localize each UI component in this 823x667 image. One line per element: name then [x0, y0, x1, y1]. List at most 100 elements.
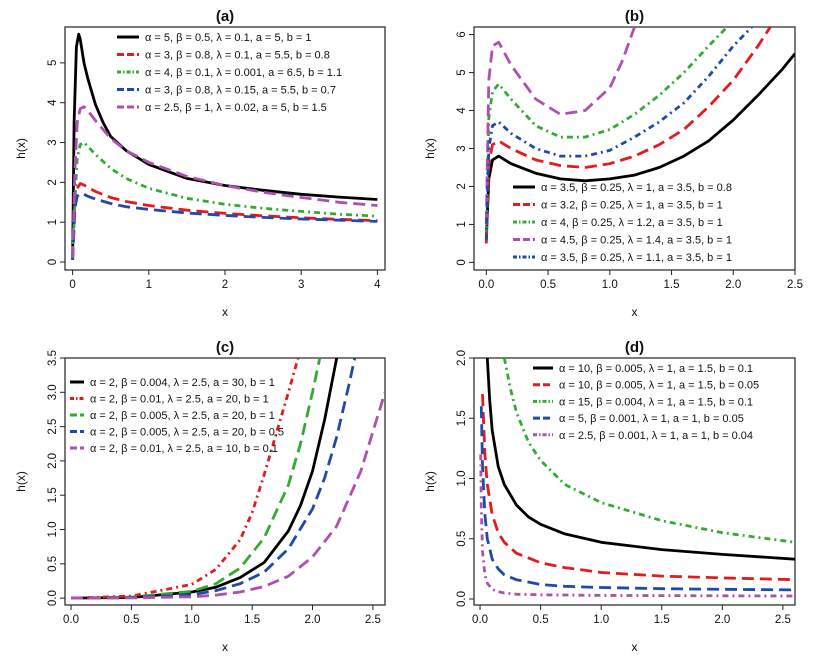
- panel-c: (c) 0.0 0.5 1.0 1.5 2.0 2.5 0.0 0.5 1.0 1.5 2.0 2.5 3…: [14, 339, 386, 654]
- y-tick-label: 0.0: [456, 591, 468, 607]
- panel-b: (b) 0.0 0.5 1.0 1.5 2.0 2.5 0 1 2 3 4 5 6 x h(x) α = 3.5…: [423, 8, 803, 319]
- series-line-4: [479, 406, 795, 592]
- legend-label: α = 2, β = 0.005, λ = 2.5, a = 20, b = 1: [90, 410, 275, 422]
- y-tick-label: 2: [47, 179, 59, 185]
- series-line-3: [70, 358, 322, 600]
- series-line-5: [70, 391, 385, 600]
- legend-label: α = 3.5, β = 0.25, λ = 1, a = 3.5, b = 0…: [541, 182, 732, 194]
- panel-d: (d) 0.0 0.5 1.0 1.5 2.0 2.5 0.0 0.5 1.0 1.5 2.0 x h(x…: [423, 339, 796, 654]
- series-line-1: [485, 358, 795, 561]
- y-tick-label: 1: [456, 221, 468, 227]
- x-tick-label: 1.0: [184, 614, 200, 626]
- legend-label: α = 5, β = 0.5, λ = 0.1, a = 5, b = 1: [145, 32, 312, 44]
- y-tick-label: 3: [47, 139, 59, 145]
- y-tick-label: 0.5: [47, 556, 59, 572]
- series-group: [479, 358, 795, 598]
- x-tick-label: 0.0: [478, 279, 494, 291]
- panel-a: (a) 0 1 2 3 4 0 1 2 3 4 5 x h(x) α = 5, β = 0.5, λ = 0…: [14, 8, 386, 319]
- y-tick-label: 1.5: [47, 487, 59, 503]
- legend-label: α = 10, β = 0.005, λ = 1, a = 1.5, b = 0…: [559, 380, 759, 392]
- legend-label: α = 4, β = 0.1, λ = 0.001, a = 6.5, b = …: [145, 67, 342, 79]
- y-tick-label: 1.0: [456, 470, 468, 486]
- y-tick-label: 5: [456, 69, 468, 75]
- x-tick-label: 3: [298, 279, 304, 291]
- series-group: [70, 358, 385, 600]
- y-tick-label: 3.0: [47, 384, 59, 400]
- series-line-4: [70, 358, 357, 600]
- legend-label: α = 5, β = 0.001, λ = 1, a = 1, b = 0.05: [559, 413, 744, 425]
- y-axis-label: h(x): [14, 471, 28, 492]
- x-axis-label: x: [222, 305, 228, 319]
- y-tick-label: 3: [456, 145, 468, 151]
- y-tick-label: 0.0: [47, 590, 59, 606]
- legend: α = 2, β = 0.004, λ = 2.5, a = 30, b = 1…: [70, 377, 284, 455]
- series-line-4: [71, 192, 378, 261]
- series-line-3: [502, 358, 795, 544]
- legend-label: α = 3, β = 0.8, λ = 0.1, a = 5.5, b = 0.…: [145, 50, 330, 62]
- y-axis-label: h(x): [14, 138, 28, 159]
- x-tick-label: 2.5: [775, 614, 791, 626]
- x-tick-label: 2.0: [305, 614, 321, 626]
- series-line-3: [484, 27, 729, 233]
- x-tick-label: 2: [222, 279, 228, 291]
- y-axis-label: h(x): [423, 138, 437, 159]
- legend-label: α = 10, β = 0.005, λ = 1, a = 1.5, b = 0…: [559, 363, 753, 375]
- series-line-1: [484, 52, 795, 240]
- x-tick-label: 0.5: [533, 614, 549, 626]
- y-tick-label: 0: [47, 259, 59, 265]
- legend: α = 10, β = 0.005, λ = 1, a = 1.5, b = 0…: [533, 363, 759, 442]
- legend-label: α = 2, β = 0.004, λ = 2.5, a = 30, b = 1: [90, 377, 275, 389]
- legend-label: α = 2, β = 0.01, λ = 2.5, a = 10, b = 0.…: [90, 443, 278, 455]
- x-tick-label: 0.5: [123, 614, 139, 626]
- x-axis-label: x: [632, 305, 638, 319]
- series-line-5: [71, 105, 378, 259]
- x-tick-label: 0.0: [63, 614, 79, 626]
- legend-label: α = 2.5, β = 1, λ = 0.02, a = 5, b = 1.5: [145, 102, 327, 114]
- x-tick-label: 1.0: [602, 279, 618, 291]
- x-tick-label: 2.0: [714, 614, 730, 626]
- legend-label: α = 2, β = 0.01, λ = 2.5, a = 20, b = 1: [90, 394, 269, 406]
- chart-title: (a): [216, 8, 234, 25]
- y-tick-label: 0.5: [456, 531, 468, 547]
- chart-title: (d): [625, 339, 644, 356]
- x-tick-label: 1.5: [654, 614, 670, 626]
- y-tick-label: 2.0: [456, 350, 468, 366]
- plot-frame: [64, 357, 386, 606]
- legend: α = 5, β = 0.5, λ = 0.1, a = 5, b = 1 α =…: [117, 32, 342, 114]
- y-axis-label: h(x): [423, 471, 437, 492]
- y-tick-label: 2: [456, 183, 468, 189]
- x-tick-label: 4: [374, 279, 381, 291]
- y-tick-label: 2.0: [47, 453, 59, 469]
- series-line-2: [481, 394, 795, 582]
- x-tick-label: 0.5: [540, 279, 556, 291]
- y-tick-label: 6: [456, 31, 468, 37]
- plot-frame: [473, 357, 796, 606]
- y-tick-label: 1: [47, 219, 59, 225]
- y-tick-label: 5: [47, 60, 59, 66]
- x-tick-label: 1.0: [593, 614, 609, 626]
- legend-label: α = 2.5, β = 0.001, λ = 1, a = 1, b = 0.…: [559, 430, 753, 442]
- x-axis-label: x: [632, 640, 638, 654]
- y-tick-label: 4: [456, 107, 468, 114]
- legend-label: α = 3, β = 0.8, λ = 0.15, a = 5.5, b = 0…: [145, 85, 336, 97]
- x-axis-label: x: [222, 640, 228, 654]
- y-tick-label: 1.5: [456, 410, 468, 426]
- legend-label: α = 4, β = 0.25, λ = 1.2, a = 3.5, b = 1: [541, 217, 723, 229]
- y-tick-label: 4: [47, 99, 59, 106]
- y-tick-label: 0: [456, 259, 468, 265]
- x-tick-label: 2.0: [725, 279, 741, 291]
- series-line-1: [71, 32, 378, 259]
- y-tick-label: 1.0: [47, 522, 59, 538]
- series-line-3: [71, 141, 378, 261]
- chart-title: (b): [625, 8, 644, 25]
- x-tick-label: 2.5: [787, 279, 803, 291]
- x-tick-label: 1.5: [244, 614, 260, 626]
- plot-frame: [64, 26, 386, 271]
- series-line-2: [71, 182, 378, 261]
- legend: α = 3.5, β = 0.25, λ = 1, a = 3.5, b = 0…: [513, 182, 732, 264]
- series-line-5: [484, 27, 753, 240]
- x-tick-label: 0: [69, 279, 75, 291]
- legend-label: α = 2, β = 0.005, λ = 2.5, a = 20, b = 0…: [90, 427, 284, 439]
- legend-label: α = 3.2, β = 0.25, λ = 1, a = 3.5, b = 1: [541, 200, 723, 212]
